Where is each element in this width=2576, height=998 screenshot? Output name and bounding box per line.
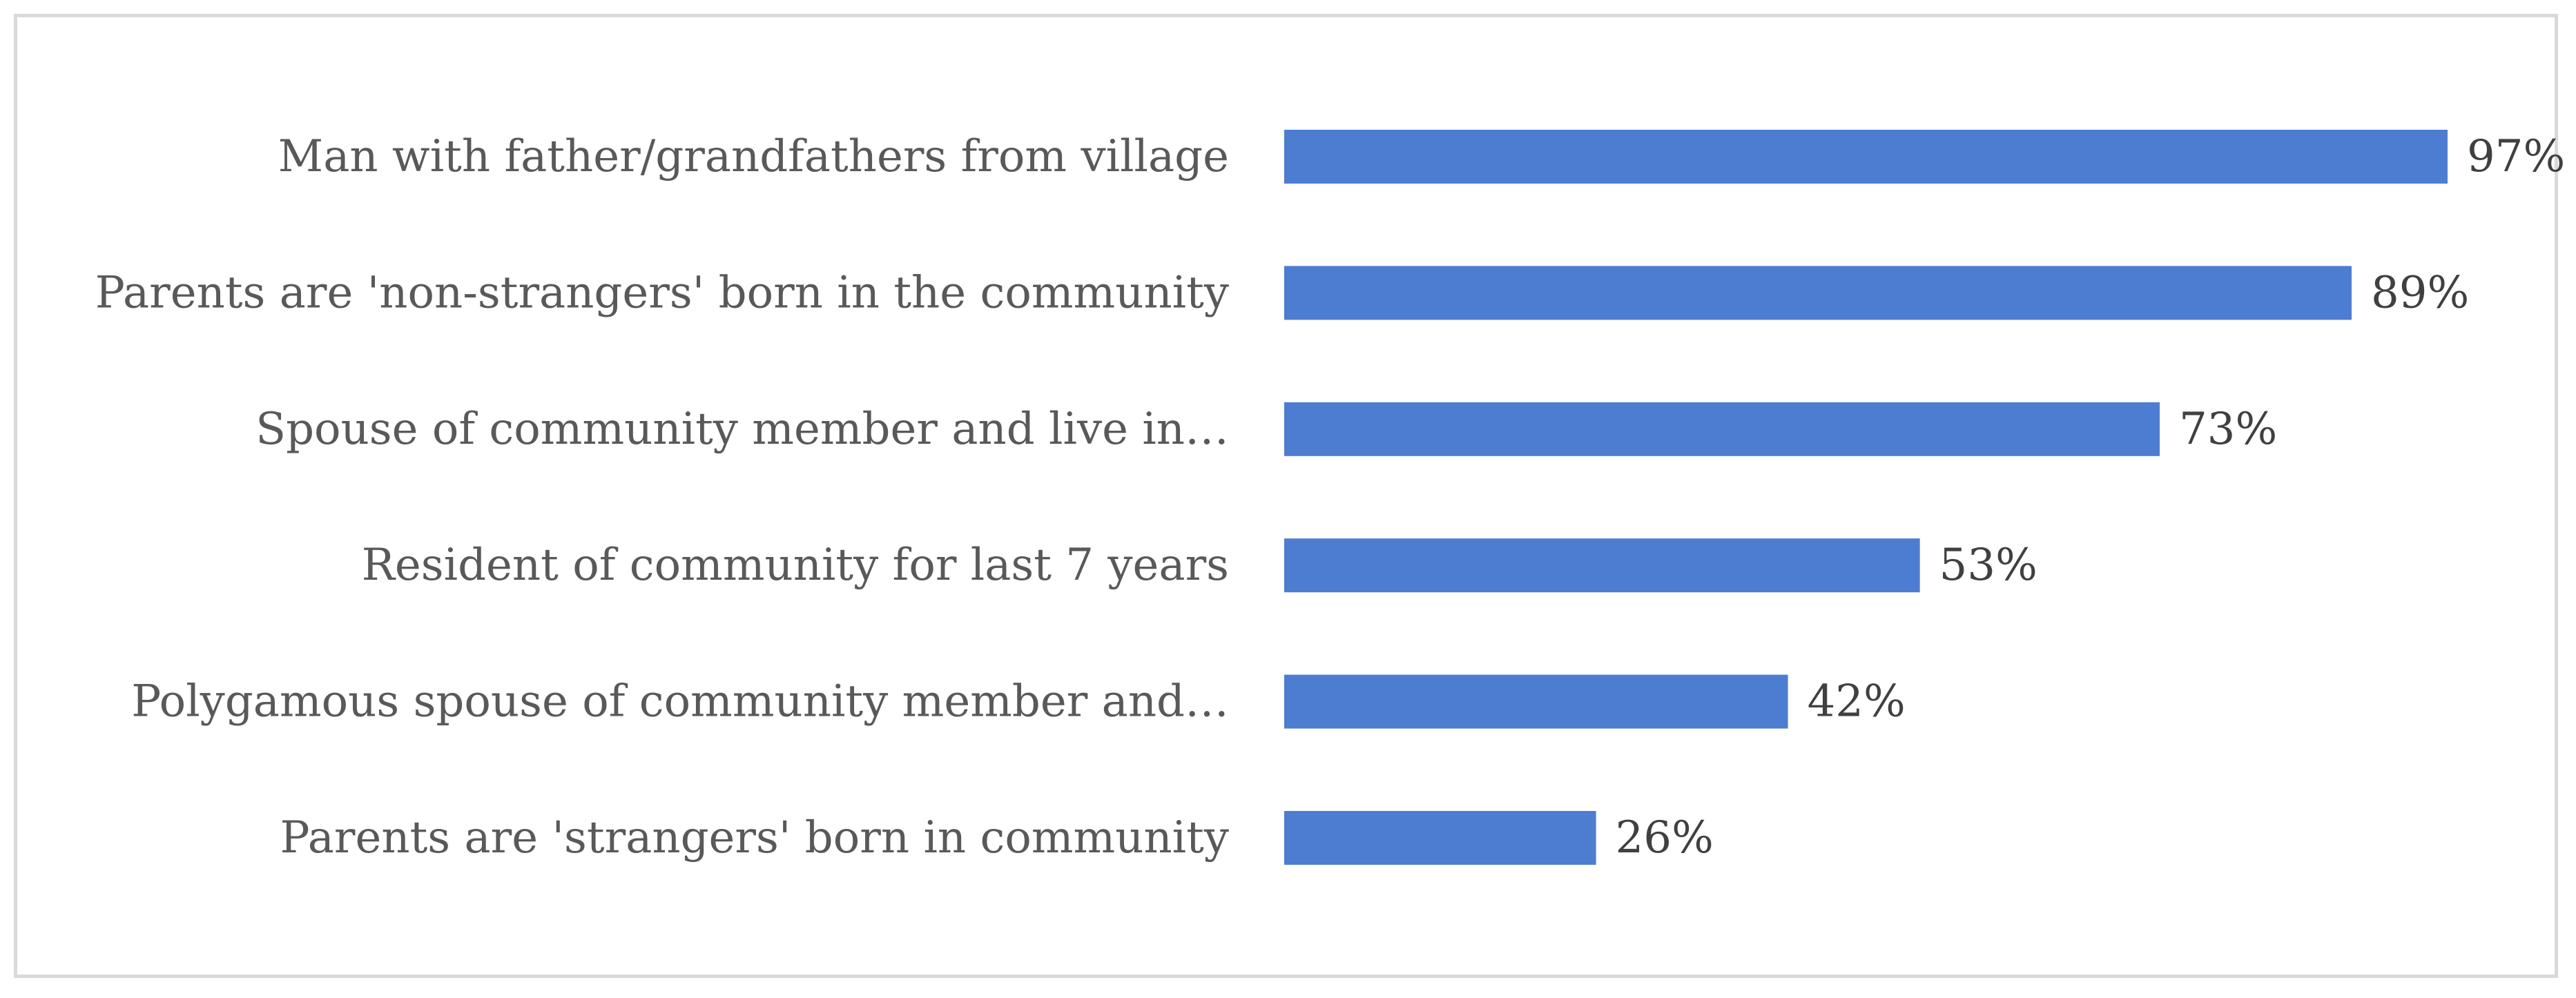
value-label: 89% xyxy=(2371,267,2469,318)
value-label: 26% xyxy=(1616,812,1714,863)
value-label: 42% xyxy=(1808,676,1906,727)
category-label: Polygamous spouse of community member an… xyxy=(131,676,1229,727)
category-label: Man with father/grandfathers from villag… xyxy=(278,131,1229,182)
bar xyxy=(1284,266,2352,320)
value-label: 97% xyxy=(2467,131,2565,182)
value-labels: 97% 89% 73% 53% 42% 26% xyxy=(1616,131,2566,863)
bar xyxy=(1284,538,1920,593)
value-label: 73% xyxy=(2179,404,2277,455)
value-label: 53% xyxy=(1939,540,2037,591)
bar xyxy=(1284,402,2160,456)
bar xyxy=(1284,811,1596,865)
category-label: Parents are 'strangers' born in communit… xyxy=(280,812,1229,863)
category-label: Parents are 'non-strangers' born in the … xyxy=(95,267,1229,318)
category-label: Spouse of community member and live in… xyxy=(255,404,1229,455)
bar xyxy=(1284,674,1788,729)
bars-layer xyxy=(1284,130,2448,865)
category-label: Resident of community for last 7 years xyxy=(362,540,1229,591)
category-labels: Man with father/grandfathers from villag… xyxy=(95,131,1229,863)
bar xyxy=(1284,130,2448,184)
